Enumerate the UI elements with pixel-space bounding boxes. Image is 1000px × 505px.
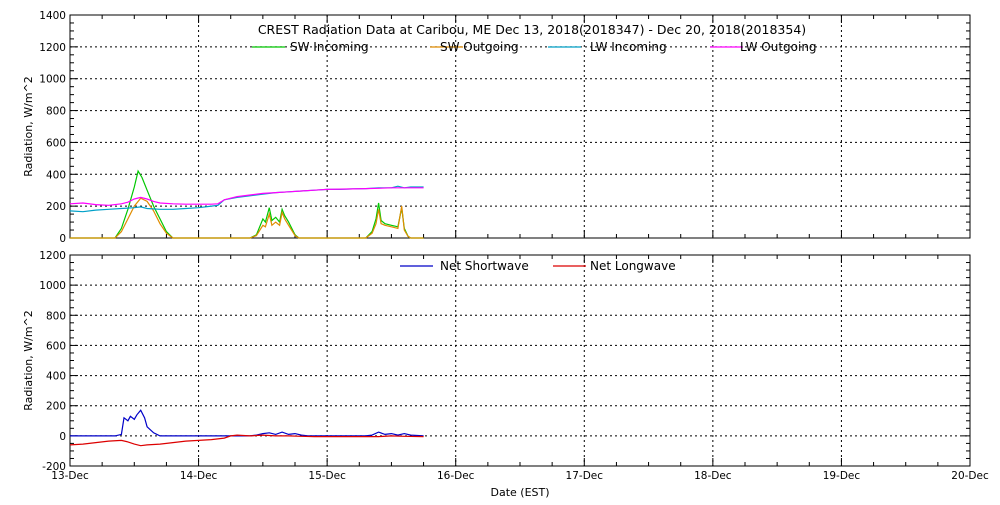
x-tick-label: 15-Dec [308,470,346,482]
legend-label-sw-outgoing: SW Outgoing [440,40,519,54]
legend-label-net-shortwave: Net Shortwave [440,259,529,273]
y-tick-label: 0 [59,233,66,245]
x-tick-label: 20-Dec [951,470,989,482]
y-tick-label: 1000 [39,280,66,292]
y-tick-label: 800 [46,310,66,322]
y-tick-label: 1200 [39,42,66,54]
y-tick-label: 400 [46,371,66,383]
series-line-lw-incoming [69,185,424,213]
series-line-net-shortwave [70,409,424,437]
y-tick-label: 1200 [39,250,66,262]
legend-label-lw-incoming: LW Incoming [590,40,667,54]
y-axis-title: Radiation, W/m^2 [22,76,35,177]
y-tick-label: 0 [59,431,66,443]
x-tick-label: 13-Dec [51,470,89,482]
chart-title: CREST Radiation Data at Caribou, ME Dec … [258,22,806,37]
y-tick-label: 200 [46,201,66,213]
y-tick-label: 1400 [39,10,66,22]
x-tick-label: 17-Dec [566,470,604,482]
y-tick-label: 400 [46,169,66,181]
y-axis-title: Radiation, W/m^2 [22,310,35,411]
x-tick-label: 19-Dec [823,470,861,482]
series-line-lw-outgoing [69,187,424,206]
y-tick-label: 800 [46,106,66,118]
x-axis-title: Date (EST) [490,486,549,499]
legend-label-net-longwave: Net Longwave [590,259,676,273]
y-tick-label: 200 [46,401,66,413]
x-tick-label: 14-Dec [180,470,218,482]
panel-radiation-components: 0 200 400 600 800 1000 1200 1400 Radiation, W/m^… [22,10,971,245]
y-tick-label: 600 [46,340,66,352]
y-tick-label: 600 [46,137,66,149]
y-tick-label: -200 [42,461,66,473]
panel-net-radiation: 13-Dec 14-Dec 15-Dec 16-Dec 17-Dec 18-Dec 19-D… [22,250,989,499]
y-tick-label: 1000 [39,74,66,86]
legend-label-lw-outgoing: LW Outgoing [740,40,817,54]
x-tick-label: 18-Dec [694,470,732,482]
series-line-net-longwave [69,434,424,447]
plot-frame [69,254,971,467]
series-line-sw-outgoing [70,197,424,239]
legend-label-sw-incoming: SW Incoming [290,40,369,54]
series-line-sw-incoming [70,169,424,239]
x-tick-label: 16-Dec [437,470,475,482]
